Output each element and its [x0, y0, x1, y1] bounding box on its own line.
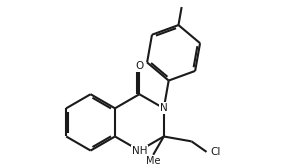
Text: Me: Me [146, 156, 160, 166]
Text: Cl: Cl [211, 147, 221, 157]
Text: N: N [160, 103, 168, 113]
Text: O: O [135, 61, 143, 71]
Text: NH: NH [132, 145, 147, 156]
